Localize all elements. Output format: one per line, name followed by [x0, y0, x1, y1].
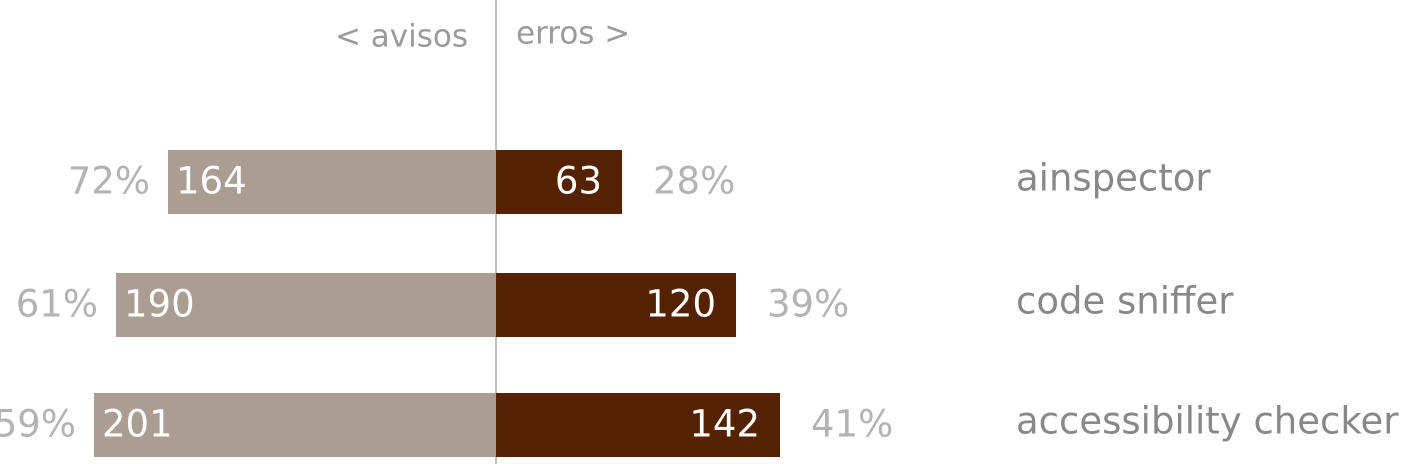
- share-label: 28%: [653, 160, 735, 203]
- value-label: 164: [176, 160, 247, 203]
- share-label: 72%: [68, 160, 150, 203]
- bar: [168, 150, 496, 214]
- legend-left: < avisos: [335, 19, 468, 55]
- share-label: 39%: [767, 283, 849, 326]
- share-label: 59%: [0, 403, 76, 446]
- share-label: 61%: [16, 283, 98, 326]
- value-label: 201: [102, 403, 173, 446]
- category-label: code sniffer: [1016, 280, 1234, 323]
- bar: [94, 393, 496, 457]
- bar: [496, 393, 780, 457]
- value-label: 120: [645, 283, 716, 326]
- value-label: 63: [555, 160, 602, 203]
- value-label: 190: [124, 283, 195, 326]
- bar: [116, 273, 496, 337]
- legend-right: erros >: [516, 16, 630, 52]
- share-label: 41%: [811, 403, 893, 446]
- category-label: ainspector: [1016, 157, 1211, 200]
- bar: [496, 150, 622, 214]
- bar: [496, 273, 736, 337]
- category-label: accessibility checker: [1016, 400, 1399, 443]
- value-label: 142: [689, 403, 760, 446]
